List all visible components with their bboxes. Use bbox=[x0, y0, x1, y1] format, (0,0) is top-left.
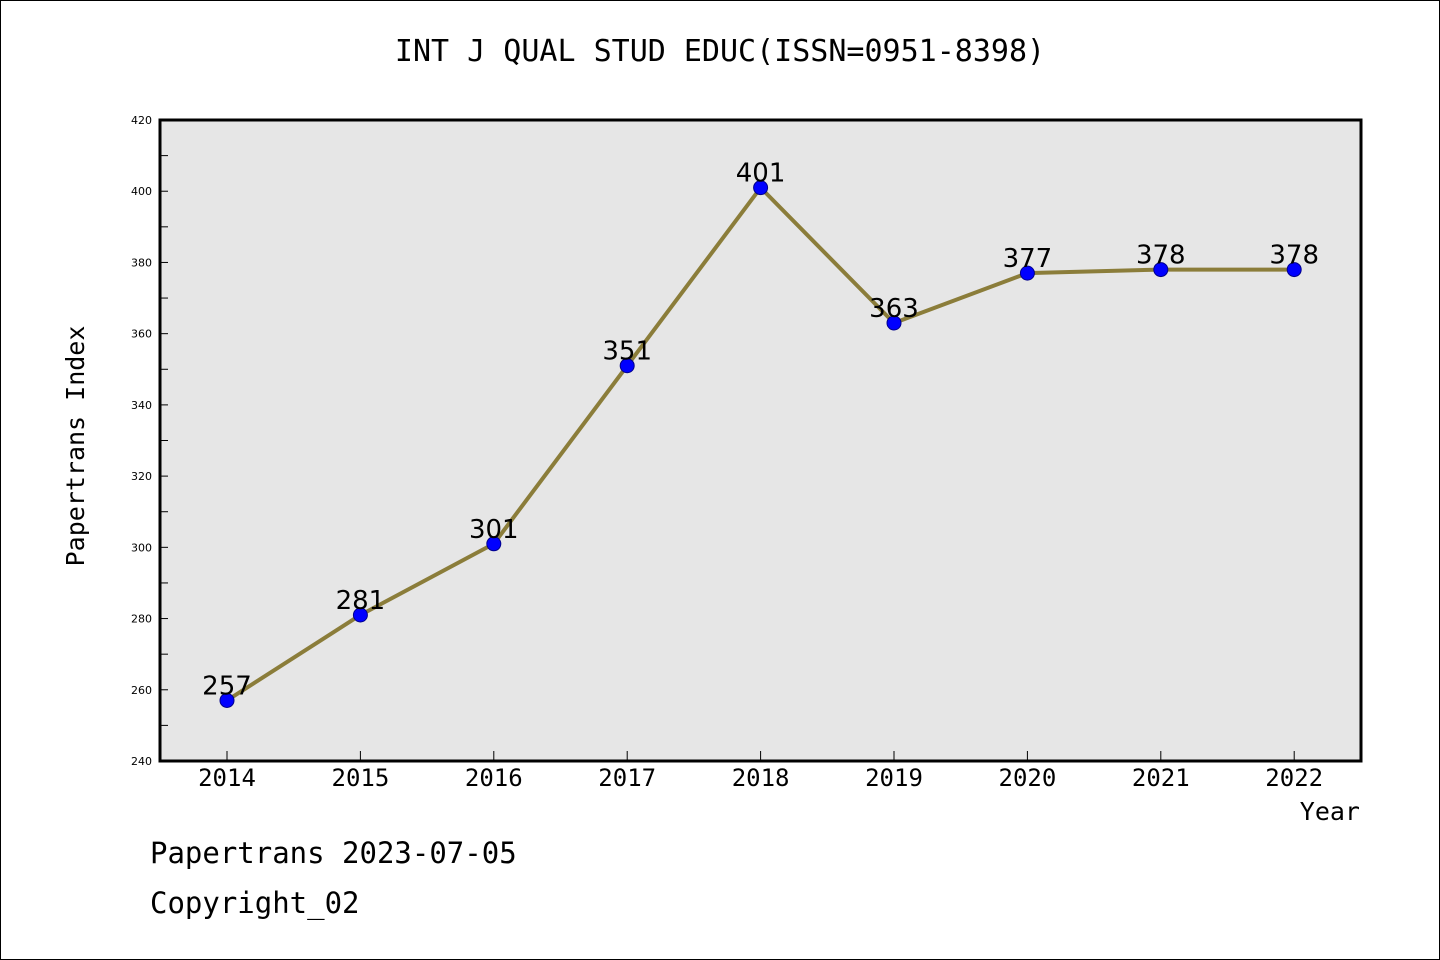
data-point bbox=[886, 315, 902, 331]
data-point bbox=[753, 180, 769, 196]
chart-title: INT J QUAL STUD EDUC(ISSN=0951-8398) bbox=[394, 34, 1046, 69]
x-tick-label: 2020 bbox=[999, 764, 1057, 792]
data-label: 351 bbox=[602, 337, 652, 367]
data-point bbox=[619, 358, 635, 374]
data-point bbox=[219, 692, 235, 708]
y-tick-label: 420 bbox=[131, 114, 152, 127]
y-tick-label: 240 bbox=[131, 755, 152, 768]
x-axis-label: Year bbox=[1300, 797, 1360, 826]
series-group: 257 281 301 351 401 363 377 378 378 bbox=[202, 159, 1319, 708]
data-label: 257 bbox=[202, 671, 252, 701]
x-tick-label: 2016 bbox=[465, 764, 523, 792]
data-label: 281 bbox=[336, 586, 386, 616]
data-label: 378 bbox=[1136, 241, 1186, 271]
data-label: 363 bbox=[869, 294, 919, 324]
y-tick-label: 380 bbox=[131, 256, 152, 269]
data-label: 377 bbox=[1003, 244, 1053, 274]
y-tick-label: 360 bbox=[131, 328, 152, 341]
x-tick-label: 2022 bbox=[1265, 764, 1323, 792]
footer-source: Papertrans 2023-07-05 bbox=[150, 836, 517, 870]
data-point bbox=[1019, 265, 1035, 281]
data-label: 378 bbox=[1269, 241, 1319, 271]
data-point bbox=[486, 536, 502, 552]
y-tick-label: 340 bbox=[131, 399, 152, 412]
y-axis: 240 260 280 300 320 340 360 380 400 420 bbox=[131, 114, 168, 768]
x-axis: 2014 2015 2016 2017 2018 2019 2020 2021 2022 bbox=[198, 751, 1323, 792]
data-point bbox=[1286, 262, 1302, 278]
data-label: 301 bbox=[469, 515, 519, 545]
x-tick-label: 2014 bbox=[198, 764, 256, 792]
footer-copyright: Copyright_02 bbox=[150, 886, 360, 920]
x-tick-label: 2015 bbox=[332, 764, 390, 792]
data-point bbox=[352, 607, 368, 623]
data-point bbox=[1153, 262, 1169, 278]
y-tick-label: 260 bbox=[131, 684, 152, 697]
plot-area bbox=[158, 118, 1363, 763]
y-tick-label: 280 bbox=[131, 613, 152, 626]
data-label: 401 bbox=[736, 159, 786, 189]
x-tick-label: 2017 bbox=[598, 764, 656, 792]
y-tick-label: 300 bbox=[131, 541, 152, 554]
x-tick-label: 2018 bbox=[732, 764, 790, 792]
x-tick-label: 2021 bbox=[1132, 764, 1190, 792]
x-tick-label: 2019 bbox=[865, 764, 923, 792]
y-tick-label: 400 bbox=[131, 185, 152, 198]
y-axis-label: Papertrans Index bbox=[61, 326, 90, 567]
y-tick-label: 320 bbox=[131, 470, 152, 483]
